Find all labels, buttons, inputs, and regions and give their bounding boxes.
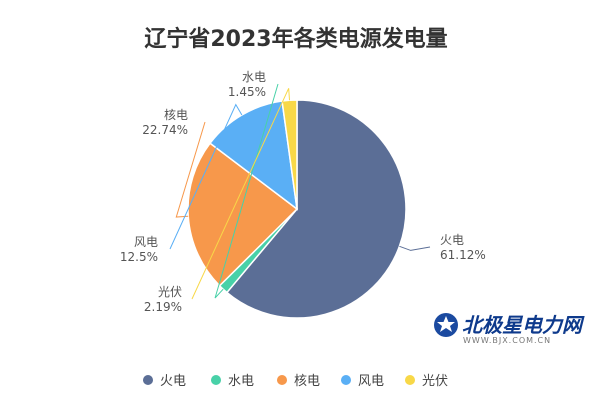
legend-marker-0 — [143, 375, 153, 385]
slice-label-value-4: 2.19% — [144, 300, 182, 314]
slice-label-name-3: 风电 — [134, 235, 158, 249]
leader-line-0 — [399, 245, 431, 251]
slice-label-value-3: 12.5% — [120, 250, 158, 264]
logo-star-icon — [437, 316, 455, 332]
slice-label-value-2: 22.74% — [142, 123, 188, 137]
legend-label-1: 水电 — [228, 374, 254, 389]
pie-slice-0 — [225, 99, 407, 319]
legend: 火电 水电 核电 风电 光伏 — [143, 374, 448, 389]
legend-marker-2 — [277, 375, 287, 385]
legend-label-3: 风电 — [358, 374, 384, 389]
legend-marker-4 — [405, 375, 415, 385]
slice-label-name-1: 水电 — [242, 70, 266, 84]
slice-label-name-2: 核电 — [164, 108, 188, 122]
slice-label-name-4: 光伏 — [158, 285, 182, 299]
leader-line-3 — [169, 103, 243, 250]
leader-line-2 — [175, 121, 206, 218]
logo-brand-text: 北极星电力网 — [462, 313, 585, 337]
legend-label-4: 光伏 — [422, 374, 448, 389]
leader-line-4 — [191, 88, 291, 300]
pie-slices — [187, 99, 407, 319]
chart-title: 辽宁省2023年各类电源发电量 — [144, 26, 447, 52]
slice-label-value-0: 61.12% — [440, 248, 486, 262]
legend-marker-3 — [341, 375, 351, 385]
legend-label-2: 核电 — [294, 374, 320, 389]
legend-marker-1 — [211, 375, 221, 385]
slice-label-value-1: 1.45% — [228, 85, 266, 99]
pie-slice-2 — [187, 142, 299, 287]
slice-label-name-0: 火电 — [440, 233, 464, 247]
watermark-logo: 北极星电力网 WWW.BJX.COM.CN — [434, 313, 585, 345]
leader-line-1 — [214, 83, 279, 299]
logo-url-text: WWW.BJX.COM.CN — [463, 336, 551, 345]
legend-label-0: 火电 — [160, 374, 186, 389]
